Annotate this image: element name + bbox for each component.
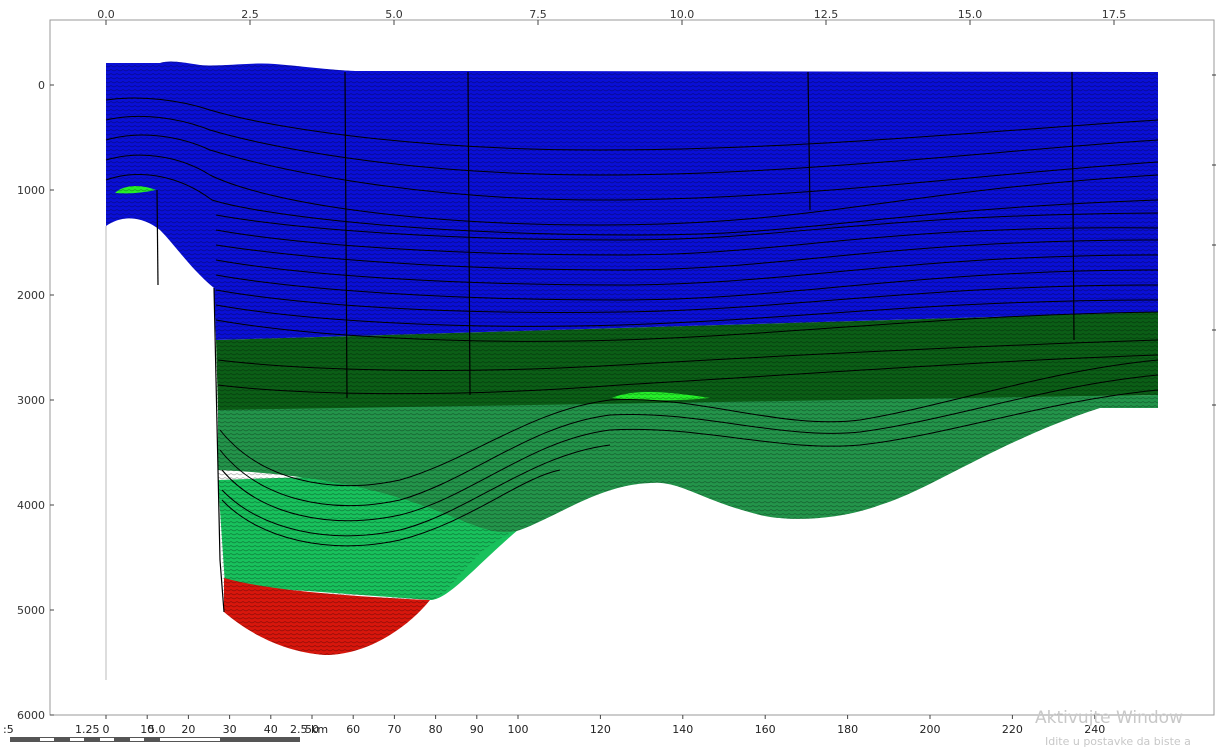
top-axis-tick-label: 12.5 xyxy=(814,8,839,21)
bottom-axis-tick-label: 180 xyxy=(837,723,858,736)
top-axis-tick-label: 7.5 xyxy=(529,8,547,21)
bottom-axis-tick-label: 100 xyxy=(508,723,529,736)
scalebar-right-label: 2.5 km xyxy=(290,723,328,736)
watermark-line-1: Aktivujte Window xyxy=(1035,708,1183,728)
bottom-axis-tick-label: 160 xyxy=(755,723,776,736)
bottom-axis-tick-label: 40 xyxy=(264,723,278,736)
plot-frame xyxy=(49,19,1215,716)
scalebar-left-label: 1.25 xyxy=(75,723,100,736)
bottom-axis-tick-label: 140 xyxy=(672,723,693,736)
watermark-line-2: Idite u postavke da biste a xyxy=(1045,735,1191,748)
fault-lines xyxy=(156,71,1075,613)
bottom-axis-tick-label: 20 xyxy=(181,723,195,736)
top-axis-tick-label: 15.0 xyxy=(958,8,983,21)
bottom-axis-tick-label: 80 xyxy=(429,723,443,736)
top-axis-tick-label: 5.0 xyxy=(385,8,403,21)
scalebar-edge-label: :5 xyxy=(3,723,14,736)
bottom-axis-tick-label: 50 xyxy=(305,723,319,736)
top-distance-axis: 0.0 2.5 5.0 7.5 10.0 12.5 15.0 17.5 xyxy=(97,8,1126,25)
scalebar-bar xyxy=(10,737,300,742)
bottom-axis-tick-label: 220 xyxy=(1002,723,1023,736)
bottom-axis-tick-label: 0 xyxy=(103,723,110,736)
depth-axis-tick-label: 3000 xyxy=(17,394,45,407)
bottom-axis-tick-label: 60 xyxy=(346,723,360,736)
bottom-axis-tick-label: 90 xyxy=(470,723,484,736)
depth-axis-tick-label: 4000 xyxy=(17,499,45,512)
scale-bar: :5 1.25 5.0 2.5 km xyxy=(3,723,328,742)
top-axis-tick-label: 17.5 xyxy=(1102,8,1127,21)
scalebar-middle-label: 5.0 xyxy=(148,723,166,736)
depth-axis-tick-label: 5000 xyxy=(17,604,45,617)
layer-stack xyxy=(105,61,1159,680)
bottom-axis-tick-label: 30 xyxy=(223,723,237,736)
depth-axis-tick-label: 2000 xyxy=(17,289,45,302)
bottom-distance-axis: 0 10 20 30 40 50 60 70 80 90 100 120 140 160 180 200 220… xyxy=(103,715,1105,736)
top-axis-tick-label: 0.0 xyxy=(97,8,115,21)
bottom-axis-tick-label: 200 xyxy=(920,723,941,736)
bottom-axis-tick-label: 10 xyxy=(140,723,154,736)
bottom-axis-tick-label: 240 xyxy=(1084,723,1105,736)
depth-axis-tick-label: 0 xyxy=(38,79,45,92)
right-edge-ticks xyxy=(1212,74,1216,406)
bottom-axis-tick-label: 70 xyxy=(387,723,401,736)
bottom-axis-tick-label: 120 xyxy=(590,723,611,736)
top-axis-tick-label: 2.5 xyxy=(241,8,259,21)
depth-axis: 0 1000 2000 3000 4000 5000 6000 xyxy=(17,79,54,722)
horizon-lines xyxy=(105,97,1159,547)
depth-axis-tick-label: 6000 xyxy=(17,709,45,722)
depth-axis-tick-label: 1000 xyxy=(17,184,45,197)
hatch-overlay xyxy=(106,61,1158,655)
top-axis-tick-label: 10.0 xyxy=(670,8,695,21)
